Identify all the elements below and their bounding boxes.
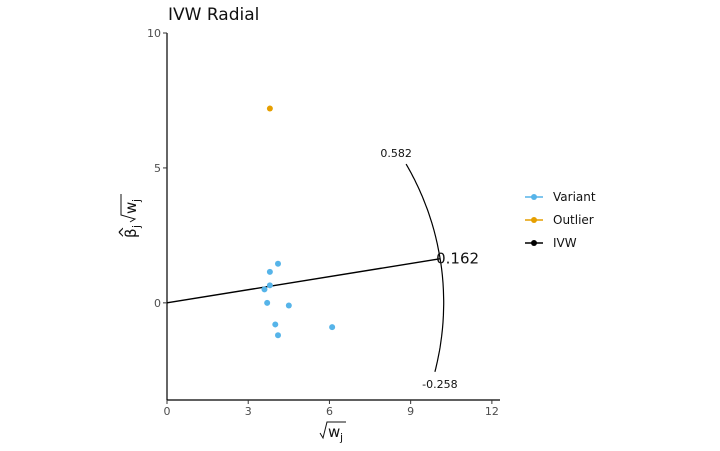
variant-point (264, 299, 271, 306)
y-tick-label: 10 (147, 27, 161, 40)
y-tick-label: 5 (154, 162, 161, 175)
x-tick-label: 0 (164, 405, 171, 418)
y-axis-sqrt-sign (120, 194, 137, 223)
variant-point (266, 282, 273, 289)
y-axis-label-hat: ^ (116, 226, 134, 239)
y-axis-label-w: w (122, 202, 140, 214)
variant-point (261, 286, 268, 293)
variant-point (275, 260, 281, 267)
variant-point (272, 321, 279, 328)
x-tick-label: 9 (407, 405, 414, 418)
arc-label-main: 0.162 (436, 250, 479, 268)
chart-title: IVW Radial (168, 5, 259, 25)
arc-label-lower: -0.258 (422, 378, 457, 391)
legend-key-dot-ivw (531, 240, 537, 246)
variant-point (275, 332, 281, 339)
y-axis-label-beta-sub: j (130, 225, 143, 229)
x-tick-label: 3 (245, 405, 252, 418)
variant-point (266, 268, 273, 275)
y-axis-title: β ^ j w j (116, 194, 143, 239)
variant-point (329, 324, 336, 331)
x-axis-sqrt-sign (319, 421, 346, 440)
outlier-point (266, 105, 273, 112)
x-tick-label: 6 (326, 405, 333, 418)
plot-area: 0 3 6 9 12 0 5 10 0.582 0.162 -0.258 (147, 27, 500, 418)
legend-key-dot-outlier (531, 217, 537, 223)
ivw-line (166, 258, 441, 304)
x-axis-label-sub: j (339, 431, 343, 444)
legend: Variant Outlier IVW (525, 190, 596, 250)
legend-label-variant: Variant (553, 190, 596, 204)
confidence-arc (405, 163, 445, 372)
legend-label-ivw: IVW (553, 236, 577, 250)
x-tick-label: 12 (485, 405, 499, 418)
y-axis-label-w-sub: j (130, 199, 143, 203)
legend-key-dot-variant (531, 194, 537, 200)
variant-point (285, 302, 292, 309)
x-axis-label-w: w (328, 423, 340, 441)
x-axis-title: w j (319, 421, 346, 444)
legend-label-outlier: Outlier (553, 213, 594, 227)
y-tick-label: 0 (154, 297, 161, 310)
arc-label-upper: 0.582 (380, 147, 412, 160)
y-axis-label-beta: β (122, 228, 140, 238)
